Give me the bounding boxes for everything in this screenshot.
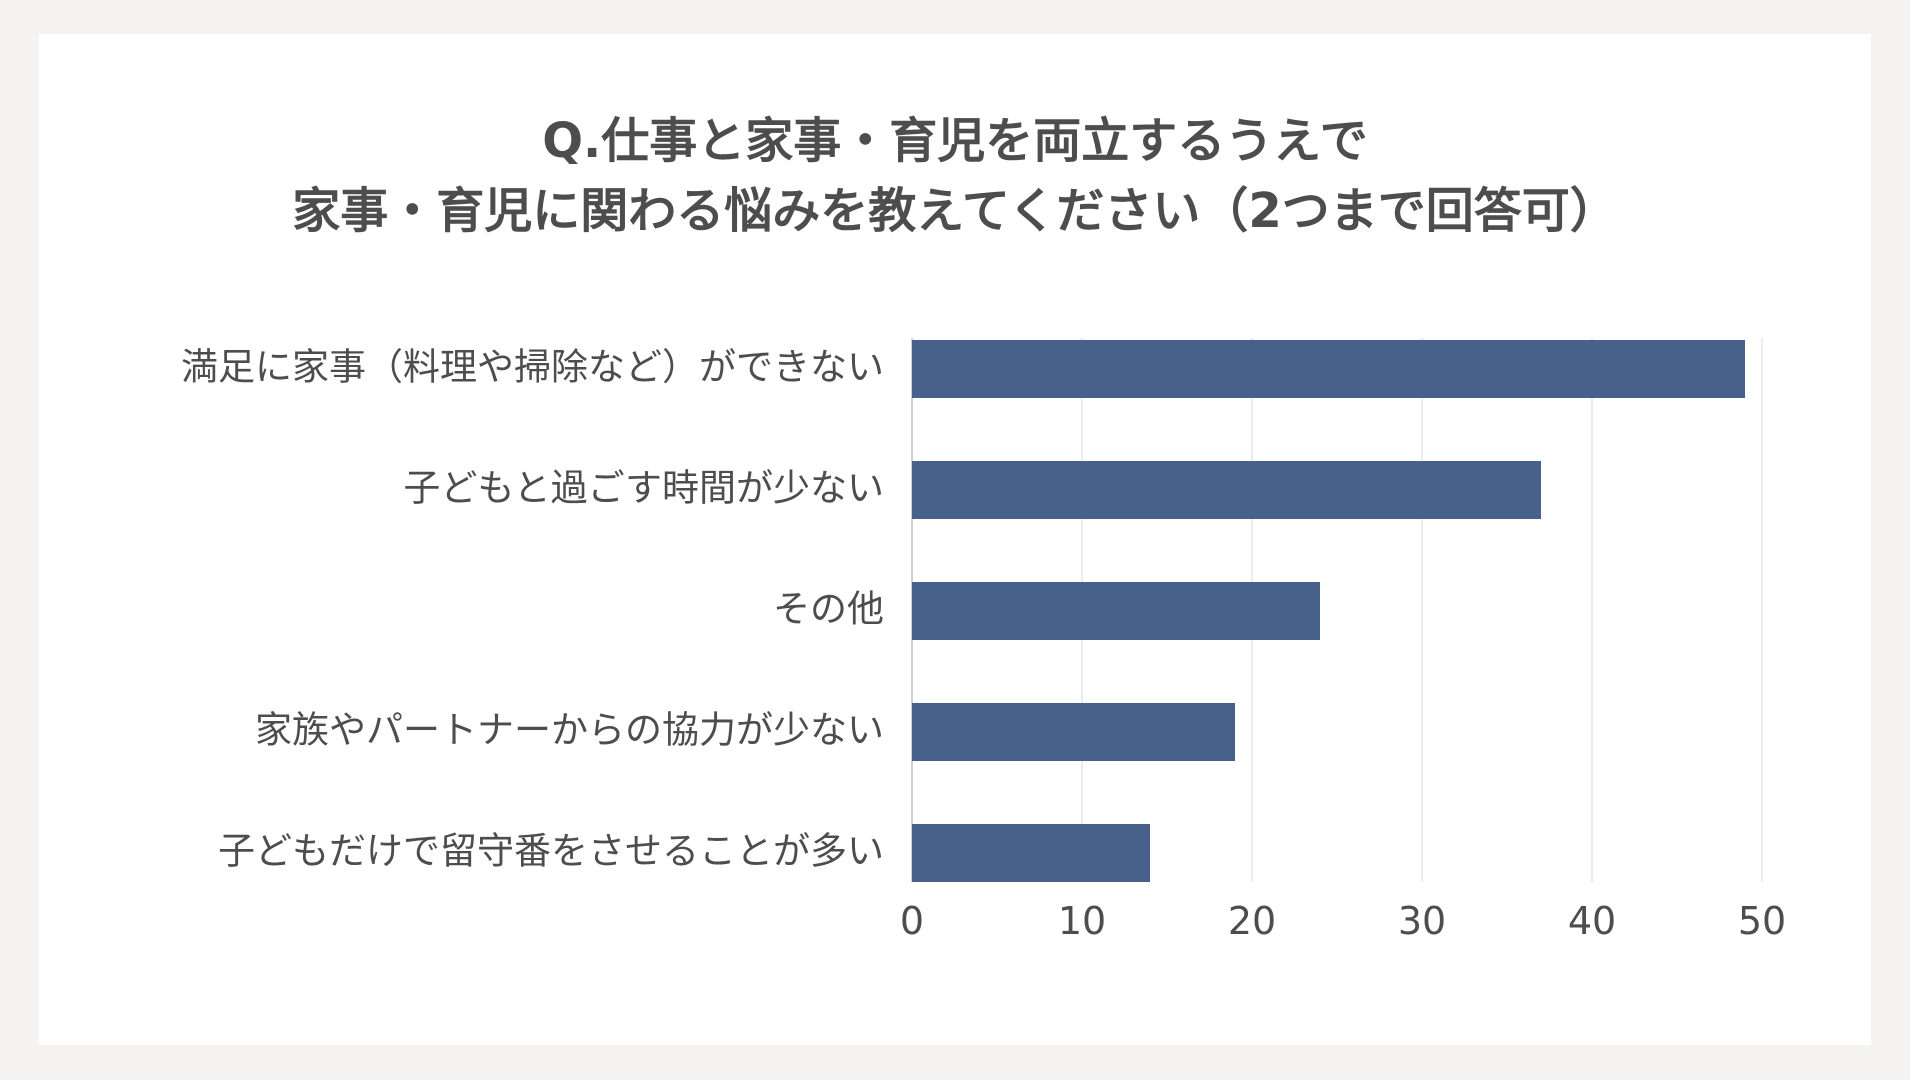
category-label-4: 家族やパートナーからの協力が少ない [255, 709, 884, 752]
chart-title-line-1: Q.仕事と家事・育児を両立するうえで [542, 113, 1368, 169]
bar-1 [912, 340, 1745, 398]
x-tick-label-50: 50 [1738, 899, 1786, 943]
x-tick-label-40: 40 [1568, 899, 1616, 943]
category-label-2: 子どもと過ごす時間が少ない [403, 467, 884, 510]
chart-title-line-2: 家事・育児に関わる悩みを教えてください（2つまで回答可） [292, 183, 1618, 239]
x-tick-label-0: 0 [900, 899, 924, 943]
x-tick-label-20: 20 [1228, 899, 1276, 943]
category-label-3: その他 [773, 588, 884, 631]
category-label-1: 満足に家事（料理や掃除など）ができない [181, 346, 884, 389]
x-tick-label-30: 30 [1398, 899, 1446, 943]
bar-4 [912, 703, 1235, 761]
bar-2 [912, 461, 1541, 519]
bar-5 [912, 824, 1150, 882]
category-label-5: 子どもだけで留守番をさせることが多い [218, 830, 884, 873]
x-tick-label-10: 10 [1058, 899, 1106, 943]
bar-3 [912, 582, 1320, 640]
